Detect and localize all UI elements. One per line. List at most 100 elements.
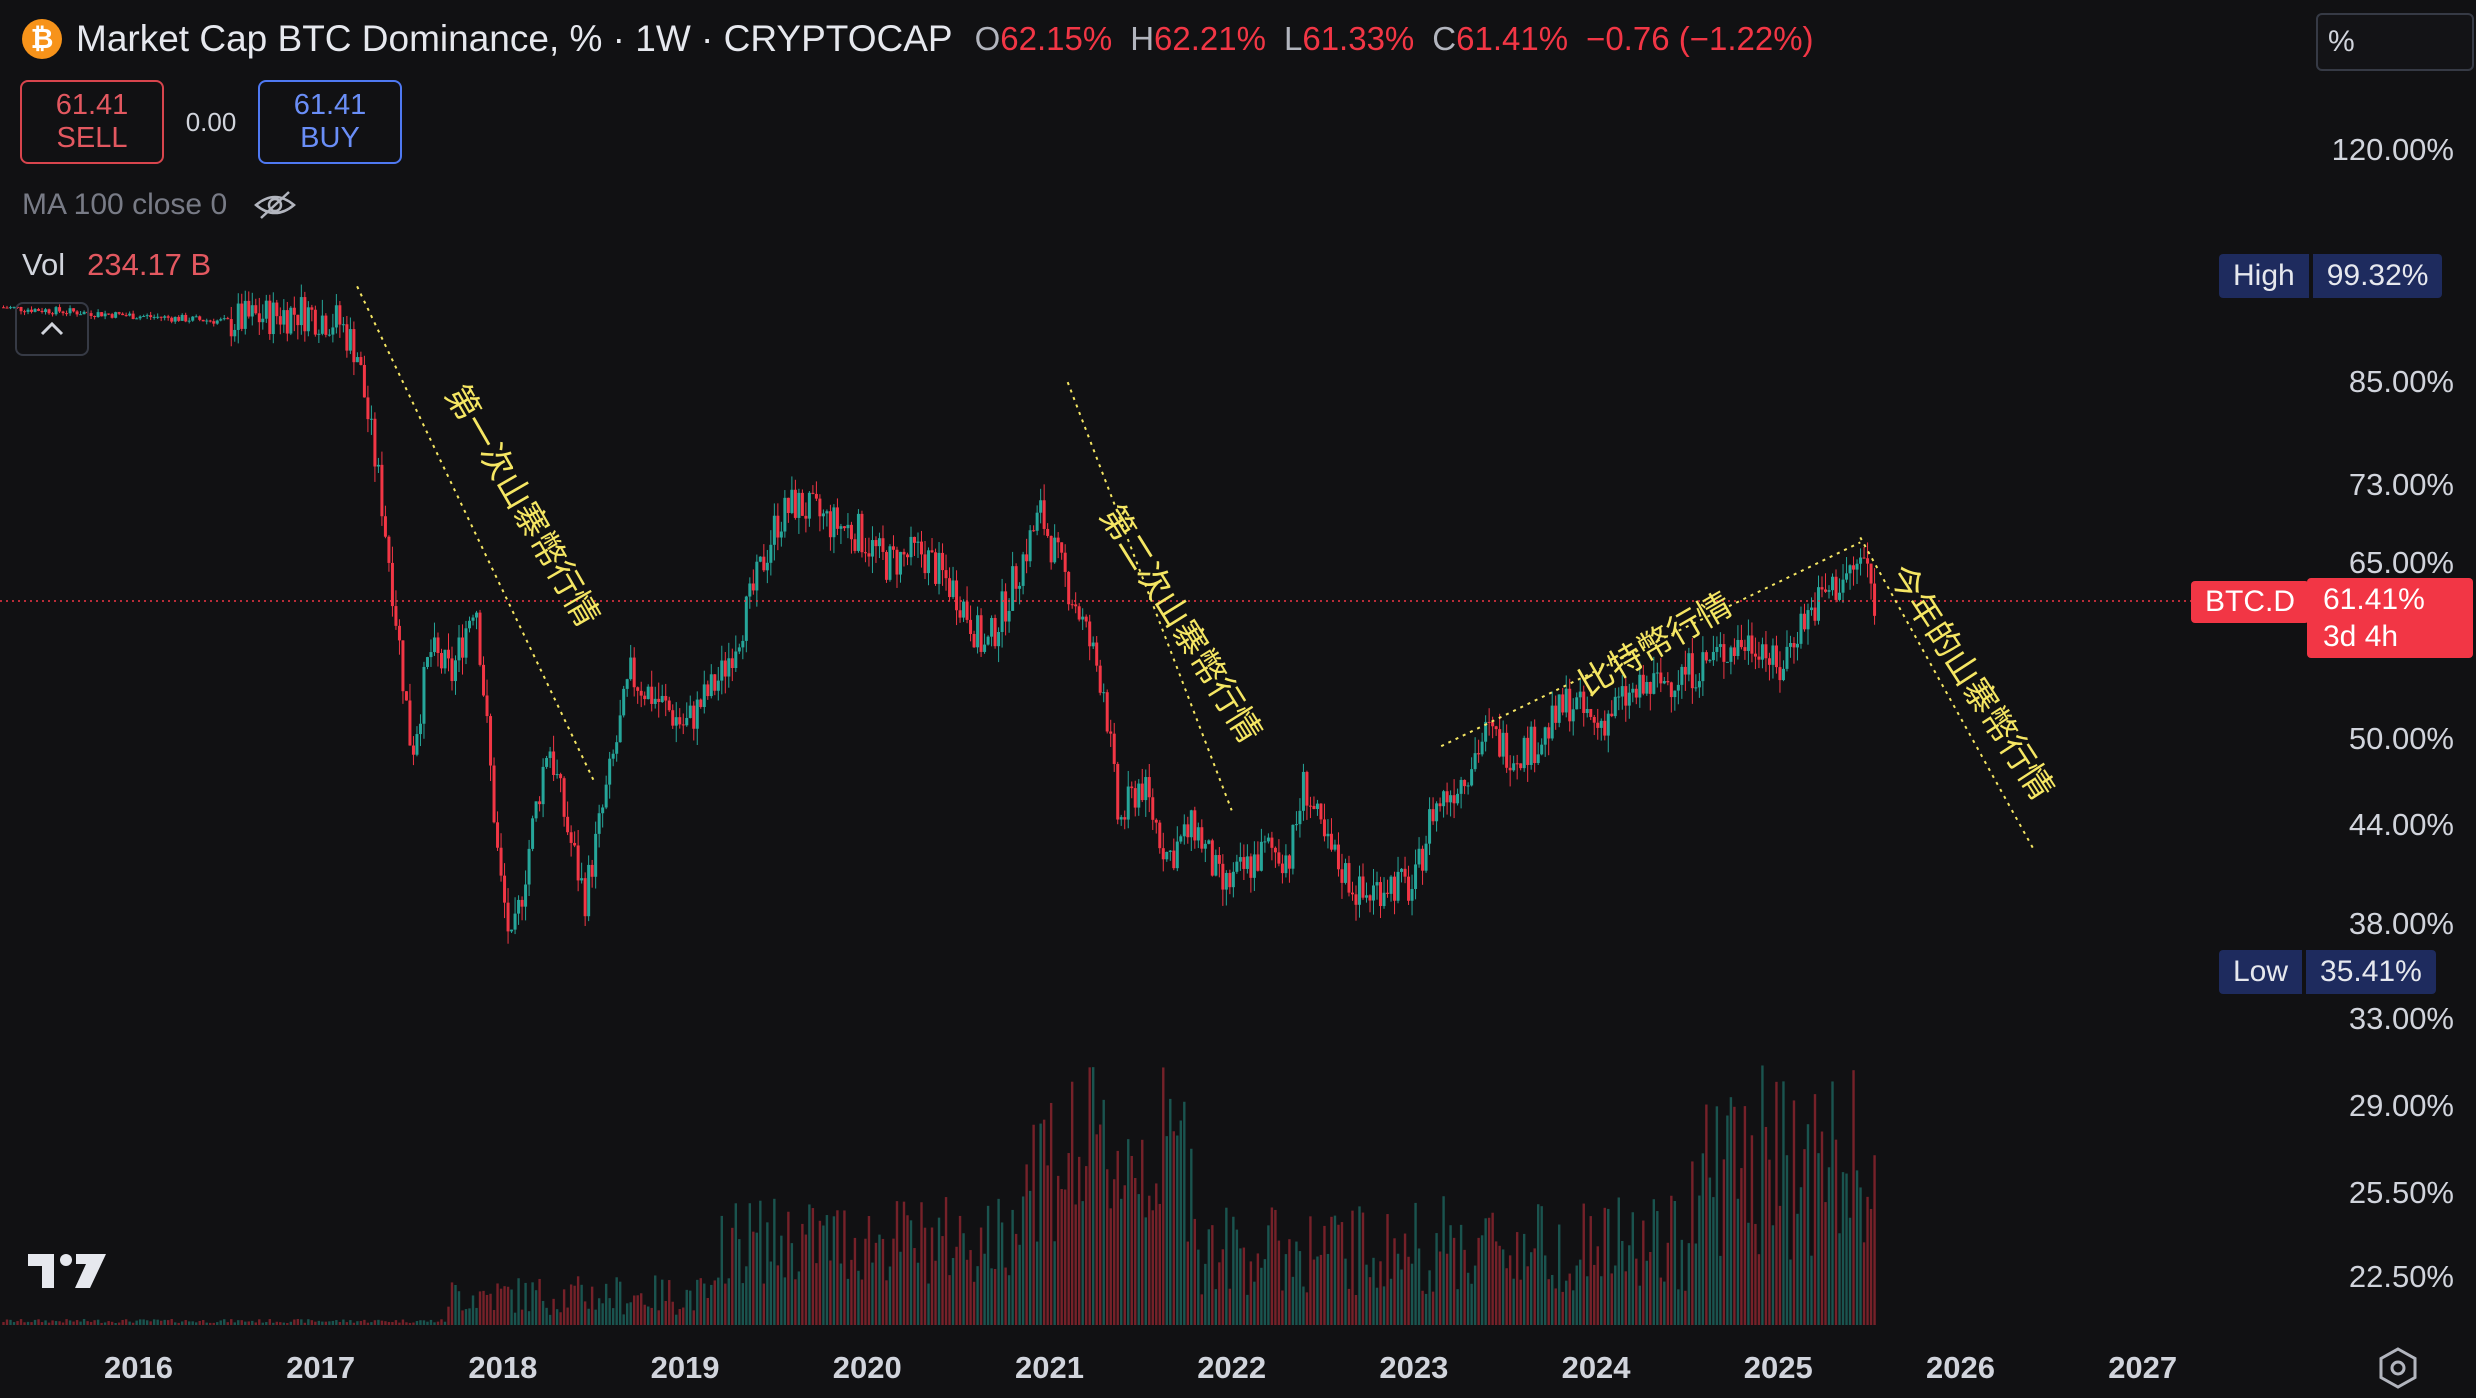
volume-bar [408,1322,412,1325]
volume-bar [1176,1135,1179,1325]
candle-body [103,313,107,317]
volume-bar [1596,1246,1599,1325]
volume-bar [1817,1153,1820,1325]
volume-bar [1053,1241,1056,1325]
volume-bar [1838,1233,1841,1325]
candle-body [313,309,317,335]
volume-bar [1214,1289,1218,1325]
candle-body [1501,732,1505,757]
volume-bar [195,1322,198,1325]
volume-bar [1190,1148,1193,1325]
candle-body [355,357,359,363]
candle-body [425,657,429,667]
volume-bar [461,1310,464,1325]
volume-bar [857,1270,860,1325]
candle-body [629,657,633,680]
candle-body [1662,681,1666,684]
candle-body [1308,805,1312,807]
volume-bar [86,1321,89,1325]
price-scale-unit-selector[interactable]: % [2316,13,2474,71]
candle-body [338,305,342,325]
volume-bar [1659,1277,1663,1325]
candle-body [296,314,300,326]
volume-bar [843,1210,846,1325]
candle-body [159,316,163,318]
candle-body [1238,857,1242,862]
volume-bar [853,1237,857,1325]
ma-indicator-legend[interactable]: MA 100 close 0 [22,188,297,222]
candle-body [1785,646,1789,669]
buy-button[interactable]: 61.41 BUY [258,80,402,164]
volume-bar [1354,1294,1358,1325]
volume-bar [328,1321,331,1325]
candle-body [492,765,496,823]
volume-bar [1782,1081,1785,1325]
volume-bar [699,1278,702,1325]
candle-body [1452,795,1456,804]
volume-bar [983,1253,986,1325]
volume-bar [566,1307,569,1325]
volume-bar [310,1320,314,1325]
candle-body [1690,653,1694,689]
volume-bar [1260,1267,1263,1325]
candle-body [454,660,457,682]
volume-bar [703,1283,706,1325]
candle-body [282,310,286,325]
volume-bar [40,1322,44,1325]
volume-bar [485,1294,489,1325]
volume-bar [587,1308,590,1325]
candle-body [503,875,507,903]
candle-body [1652,673,1656,694]
volume-bar [1309,1216,1312,1325]
candle-body [1266,837,1270,842]
volume-bar [1501,1249,1505,1325]
candle-body [1284,855,1288,874]
candle-body [622,688,626,716]
candle-body [1151,797,1155,820]
candle-body [891,546,895,550]
symbol-title[interactable]: Market Cap BTC Dominance, % · 1W · CRYPT… [76,18,953,59]
volume-bar [370,1322,373,1325]
candle-body [821,513,825,517]
candle-body [131,313,135,320]
volume-bar [1491,1212,1494,1325]
candle-body [1764,644,1768,659]
collapse-legend-button[interactable] [15,302,89,356]
candle-body [12,306,16,308]
candle-body [1582,691,1586,714]
candle-body [769,544,773,563]
eye-hidden-icon[interactable] [253,189,297,221]
volume-bar [769,1261,773,1325]
candle-body [236,303,240,330]
price-tick-label: 22.50% [2348,1259,2454,1294]
candle-body [1375,882,1379,886]
volume-bar [1109,1208,1112,1325]
candle-body [1774,645,1778,668]
volume-bar [412,1322,415,1325]
year-tick-label: 2019 [650,1350,720,1385]
sell-button[interactable]: 61.41 SELL [20,80,164,164]
volume-bar [517,1278,520,1325]
chart-settings-icon[interactable] [2376,1346,2420,1390]
volume-bar [1529,1252,1533,1325]
volume-bar [1337,1224,1340,1325]
candle-body [1557,694,1561,723]
volume-bar [1452,1237,1456,1325]
volume-bar [1347,1288,1351,1325]
candle-body [9,307,13,309]
candle-body [271,302,275,335]
volume-bar [65,1319,68,1325]
volume-bar [1305,1292,1309,1325]
volume-bar [1200,1294,1204,1325]
candle-body [874,540,878,547]
volume-bar [534,1290,538,1325]
candle-body [1414,864,1418,890]
candle-body [524,884,528,907]
volume-bar [955,1246,958,1325]
candle-body [615,742,619,754]
volume-bar [352,1322,356,1325]
tradingview-logo-icon[interactable] [28,1250,108,1294]
volume-bar [1484,1218,1487,1325]
volume-legend[interactable]: Vol 234.17 B [22,247,211,283]
